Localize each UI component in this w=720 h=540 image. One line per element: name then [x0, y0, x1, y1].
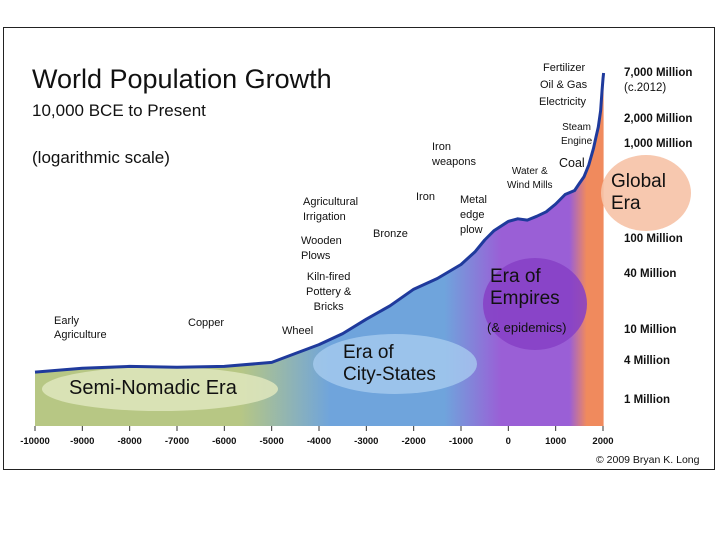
- x-tick-label: -4000: [307, 436, 331, 447]
- era-ellipses: [42, 155, 691, 411]
- y-label-7000: 7,000 Million: [624, 67, 693, 79]
- x-axis-ticks: -10000 -9000 -8000 -7000 -6000 -5000 -4000 -300…: [20, 426, 614, 447]
- era-label-city-states: Era of City-States: [343, 342, 436, 385]
- x-tick-label: 1000: [545, 436, 566, 447]
- curve-layer: [34, 72, 606, 374]
- annotation-copper: Copper: [188, 317, 225, 329]
- area-layer: [35, 73, 604, 426]
- annotation-irrigation: Irrigation: [303, 211, 346, 223]
- y-label-2000: 2,000 Million: [624, 113, 693, 125]
- x-tick-label: 2000: [592, 436, 613, 447]
- era-label-semi-nomadic: Semi-Nomadic Era: [69, 377, 237, 399]
- x-tick-label: -6000: [212, 436, 236, 447]
- annotation-early: Early: [54, 315, 80, 327]
- x-tick-label: -2000: [402, 436, 426, 447]
- annotation-oil-gas: Oil & Gas: [540, 79, 588, 91]
- x-tick-label: -10000: [20, 436, 50, 447]
- x-tick-label: -5000: [260, 436, 284, 447]
- y-label-100: 100 Million: [624, 233, 683, 245]
- annotation-agriculture: Agriculture: [54, 329, 107, 341]
- annotation-wheel: Wheel: [282, 325, 314, 337]
- chart-title: World Population Growth: [32, 64, 332, 94]
- era-label-empires-note: (& epidemics): [487, 320, 567, 335]
- annotation-electricity: Electricity: [539, 96, 587, 108]
- era-ellipse-semi-nomadic: [42, 367, 278, 411]
- population-curve: [34, 72, 606, 374]
- era-label-global: Global Era: [611, 171, 666, 214]
- scale-note: (logarithmic scale): [32, 148, 170, 167]
- population-area: [35, 73, 604, 426]
- x-tick-label: 0: [506, 436, 511, 447]
- era-ellipse-global: [601, 155, 691, 231]
- y-label-40: 40 Million: [624, 268, 677, 280]
- annotation-metal-plow: Metal edge plow: [460, 194, 487, 236]
- x-tick-label: -9000: [70, 436, 94, 447]
- annotation-wooden-plows: Wooden Plows: [301, 235, 342, 262]
- y-label-10: 10 Million: [624, 324, 677, 336]
- y-label-1: 1 Million: [624, 394, 670, 406]
- annotation-iron-weapons: Iron weapons: [432, 141, 477, 168]
- x-tick-label: -8000: [118, 436, 142, 447]
- annotation-fertilizer: Fertilizer: [543, 62, 586, 74]
- annotation-iron: Iron: [416, 191, 435, 203]
- annotation-steam: Steam Engine: [561, 122, 593, 147]
- annotation-coal: Coal: [559, 156, 585, 170]
- y-label-1000: 1,000 Million: [624, 138, 693, 150]
- era-label-empires: Era of Empires: [490, 266, 560, 309]
- annotation-water-wind: Water & Wind Mills: [507, 166, 553, 191]
- era-ellipse-empires: [483, 258, 587, 350]
- chart-subtitle: 10,000 BCE to Present: [32, 101, 206, 120]
- x-tick-label: -1000: [449, 436, 473, 447]
- x-tick-label: -7000: [165, 436, 189, 447]
- x-tick-label: -3000: [354, 436, 378, 447]
- y-label-7000-note: (c.2012): [624, 82, 667, 94]
- copyright: © 2009 Bryan K. Long: [596, 454, 700, 466]
- annotation-bronze: Bronze: [373, 228, 408, 240]
- y-label-4: 4 Million: [624, 355, 670, 367]
- annotation-kiln: Kiln-fired Pottery & Bricks: [306, 271, 352, 313]
- era-ellipse-city-states: [313, 334, 477, 394]
- annotation-agricultural: Agricultural: [303, 196, 359, 208]
